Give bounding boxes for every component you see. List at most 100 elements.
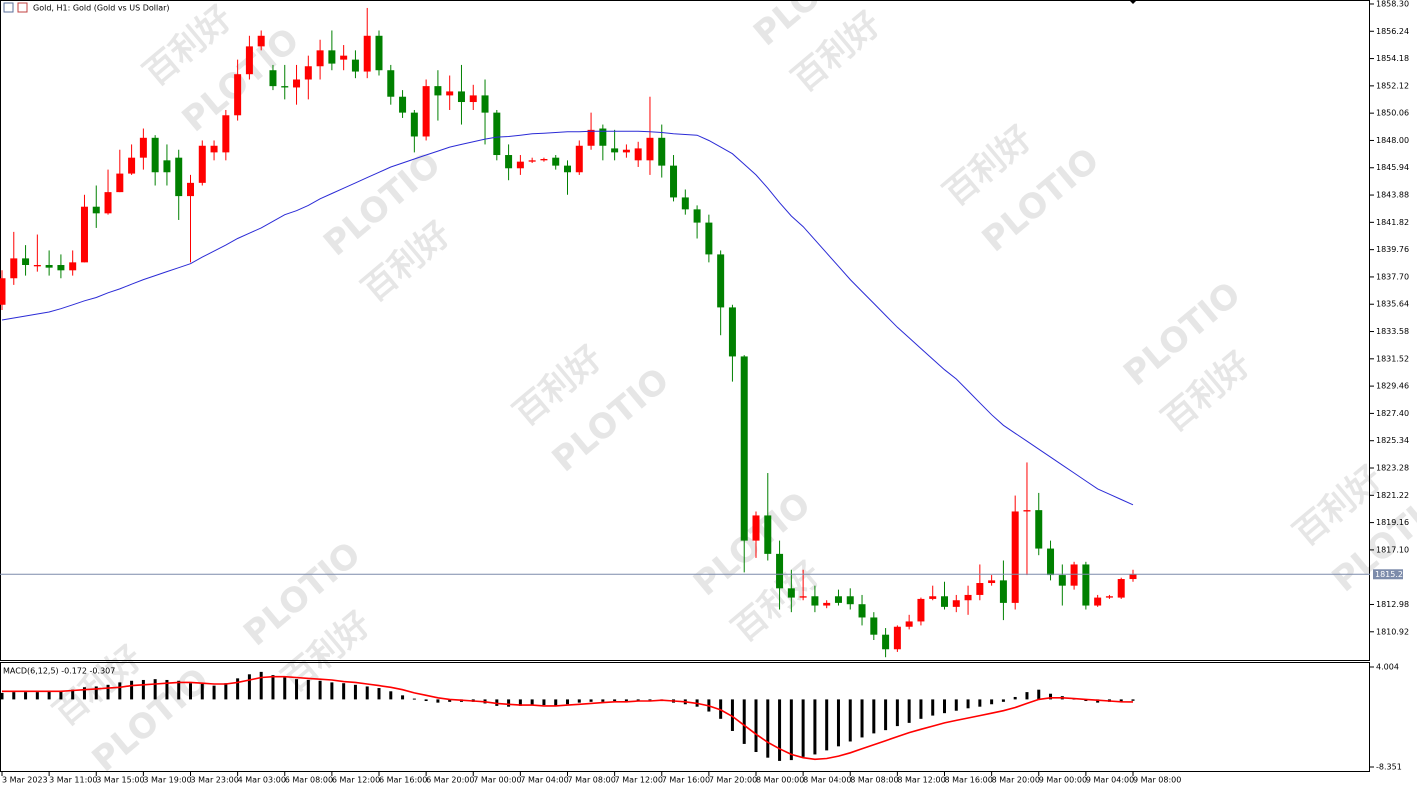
- macd-bar: [153, 679, 157, 700]
- candle-body: [681, 197, 689, 210]
- candle-body: [1117, 579, 1125, 598]
- candle-body: [870, 617, 878, 635]
- x-tick-label: 8 Mar 04:00: [803, 776, 851, 785]
- candle-body: [22, 258, 30, 266]
- macd-bar: [94, 686, 98, 700]
- candle-body: [599, 128, 607, 146]
- x-tick-label: 8 Mar 12:00: [897, 776, 945, 785]
- candle-body: [128, 157, 136, 174]
- macd-bar: [589, 699, 593, 702]
- candle-body: [752, 515, 760, 541]
- y-tick-label: 1839.76: [1376, 245, 1409, 254]
- macd-bar: [24, 692, 28, 700]
- y-tick-label: 1825.34: [1376, 436, 1409, 445]
- candle-body: [740, 356, 748, 541]
- macd-bar: [1025, 692, 1029, 700]
- candle-body: [1070, 564, 1078, 586]
- macd-bar: [624, 699, 628, 702]
- macd-bar: [895, 699, 899, 727]
- candle-body: [351, 59, 359, 72]
- candle-body: [846, 596, 854, 605]
- macd-bar: [35, 692, 39, 700]
- candle-body: [293, 79, 301, 88]
- x-tick-label: 9 Mar 08:00: [1133, 776, 1181, 785]
- candle-body: [222, 115, 230, 153]
- candle-body: [198, 145, 206, 183]
- macd-bar: [872, 699, 876, 734]
- candle-body: [540, 159, 548, 161]
- candle-body: [446, 91, 454, 96]
- macd-bar: [165, 679, 169, 700]
- candle-body: [823, 602, 831, 606]
- macd-bar: [978, 699, 982, 707]
- shift-marker: [1129, 0, 1137, 4]
- x-tick-label: 8 Mar 20:00: [992, 776, 1040, 785]
- candle-body: [175, 157, 183, 197]
- y-tick-label: 1817.10: [1376, 545, 1409, 554]
- macd-bar: [1037, 689, 1041, 700]
- candle-body: [1129, 574, 1137, 580]
- candle-body: [422, 86, 430, 137]
- macd-bar: [0, 692, 4, 700]
- chart-icon: [3, 2, 14, 13]
- main-panel-frame: [0, 0, 1370, 661]
- candle-body: [257, 35, 265, 47]
- candle-body: [799, 596, 807, 598]
- macd-bar: [436, 699, 440, 703]
- y-tick-label: 1850.06: [1376, 109, 1409, 118]
- macd-bar: [59, 690, 63, 700]
- candle-body: [304, 66, 312, 80]
- macd-bar: [1131, 699, 1135, 701]
- candle-body: [952, 600, 960, 607]
- macd-bar: [189, 683, 192, 700]
- candle-body: [187, 182, 194, 197]
- candle-body: [670, 165, 678, 198]
- macd-bar: [825, 699, 829, 751]
- candle-body: [469, 95, 477, 103]
- macd-bar: [577, 699, 581, 703]
- candle-body: [693, 209, 701, 223]
- candle-body: [104, 192, 112, 214]
- macd-bar: [766, 699, 770, 758]
- candle-body: [811, 596, 819, 606]
- watermarks: 百利好PLOTIOPLOTIO百利好百利好PLOTIOPLOTIO百利好百利好P…: [46, 0, 1417, 780]
- candle-body: [611, 148, 619, 153]
- macd-bar: [130, 680, 134, 700]
- candle-body: [328, 50, 336, 64]
- candle-body: [776, 553, 784, 589]
- y-tick-label: 1835.64: [1376, 300, 1409, 309]
- x-tick-label: 7 Mar 20:00: [709, 776, 757, 785]
- macd-bar: [542, 699, 546, 706]
- macd-bar: [990, 699, 994, 705]
- candle-body: [399, 96, 407, 113]
- x-tick-label: 7 Mar 00:00: [473, 776, 521, 785]
- macd-bar: [353, 684, 357, 700]
- candle-body: [375, 35, 383, 71]
- candle-body: [858, 604, 866, 618]
- symbol-icon: [17, 2, 28, 13]
- x-tick-label: 3 Mar 23:00: [191, 776, 239, 785]
- y-tick-label: 1848.00: [1376, 136, 1409, 145]
- candle-body: [505, 155, 513, 169]
- candle-body: [1082, 564, 1090, 606]
- candle-body: [281, 86, 289, 88]
- macd-bar: [271, 675, 275, 700]
- candle-body: [658, 137, 666, 166]
- y-tick-label: 1823.28: [1376, 464, 1409, 473]
- macd-bar: [47, 691, 51, 700]
- x-tick-label: 7 Mar 16:00: [662, 776, 710, 785]
- y-tick-label: 1827.40: [1376, 409, 1409, 418]
- macd-bar: [365, 686, 369, 700]
- candle-body: [1058, 575, 1066, 586]
- candle-body: [1105, 596, 1113, 598]
- macd-bar: [1119, 699, 1123, 702]
- y-tick-label: 1831.52: [1376, 354, 1409, 363]
- candle-body: [552, 157, 560, 166]
- candle-body: [493, 112, 501, 156]
- candle-body: [1035, 510, 1043, 549]
- candle-body: [705, 222, 713, 255]
